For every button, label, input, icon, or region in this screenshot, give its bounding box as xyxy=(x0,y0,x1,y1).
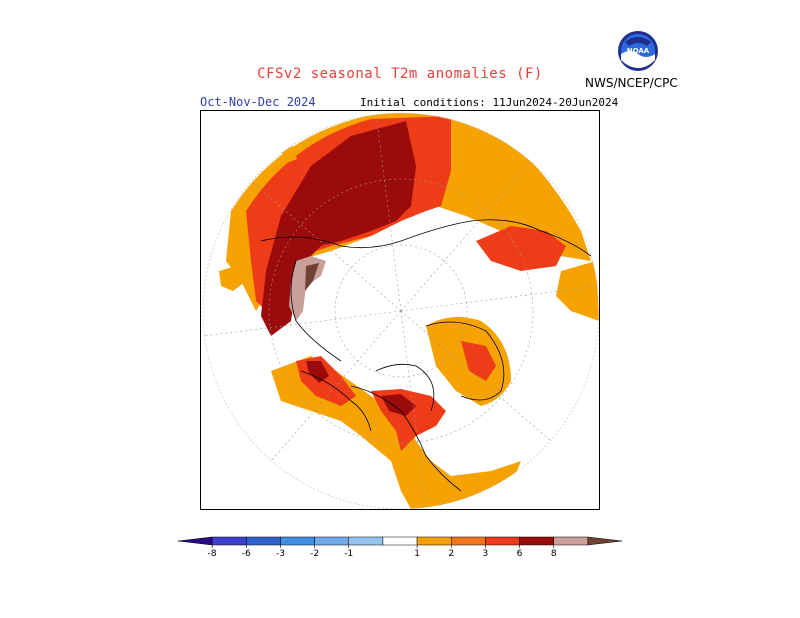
legend-tick-label: 3 xyxy=(483,549,489,559)
legend-bin xyxy=(177,536,213,546)
legend-tick-label: 8 xyxy=(551,549,557,559)
coastlines xyxy=(260,219,592,492)
globe-edge xyxy=(202,112,599,509)
agency-label: NWS/NCEP/CPC xyxy=(585,76,678,90)
legend-tick-label: 6 xyxy=(517,549,523,559)
legend-tick-label: -8 xyxy=(208,549,217,559)
map-frame xyxy=(200,110,600,510)
legend-bin xyxy=(348,536,384,546)
polar-map xyxy=(202,112,599,509)
legend-bin xyxy=(280,536,315,546)
noaa-logo-icon: NOAA xyxy=(618,31,658,71)
legend-bin xyxy=(382,536,418,546)
legend-tick-label: 1 xyxy=(414,549,420,559)
legend-bin xyxy=(485,536,520,546)
anomaly-region-darkred-canada xyxy=(381,394,416,416)
legend-bin xyxy=(587,536,623,546)
legend-bin xyxy=(246,536,281,546)
legend-ticks: -8 -6 -3 -2 -1 1 2 3 6 8 xyxy=(208,545,557,559)
anomaly-region-orange-right xyxy=(556,261,599,321)
legend-tick-label: -6 xyxy=(242,549,251,559)
legend-bin xyxy=(519,536,554,546)
anomaly-region-red-greenland xyxy=(461,341,496,381)
color-legend: -8 -6 -3 -2 -1 1 2 3 6 8 xyxy=(177,536,623,559)
legend-bin xyxy=(553,536,589,546)
forecast-period: Oct-Nov-Dec 2024 xyxy=(200,95,316,109)
legend-bin xyxy=(211,536,247,546)
legend-bin xyxy=(314,536,350,546)
legend-bin xyxy=(416,536,452,546)
legend-tick-label: -3 xyxy=(276,549,285,559)
chart-title: CFSv2 seasonal T2m anomalies (F) xyxy=(257,66,543,82)
initial-conditions: Initial conditions: 11Jun2024-20Jun2024 xyxy=(360,96,619,109)
legend-tick-label: -2 xyxy=(310,549,319,559)
legend-bins xyxy=(177,536,623,546)
anomaly-region-brown xyxy=(289,256,326,321)
anomaly-region-orange-west xyxy=(219,266,246,291)
legend-tick-label: -1 xyxy=(344,549,353,559)
logo-text: NOAA xyxy=(627,47,650,55)
graticule xyxy=(203,113,599,509)
legend-tick-label: 2 xyxy=(448,549,454,559)
anomaly-region-darkred-siberia xyxy=(261,121,416,336)
anomaly-region-darkbrown xyxy=(305,263,319,291)
anomaly-region-red-east xyxy=(476,226,566,271)
anomaly-region-darkred-alaska xyxy=(306,361,329,383)
legend-bin xyxy=(450,536,486,546)
